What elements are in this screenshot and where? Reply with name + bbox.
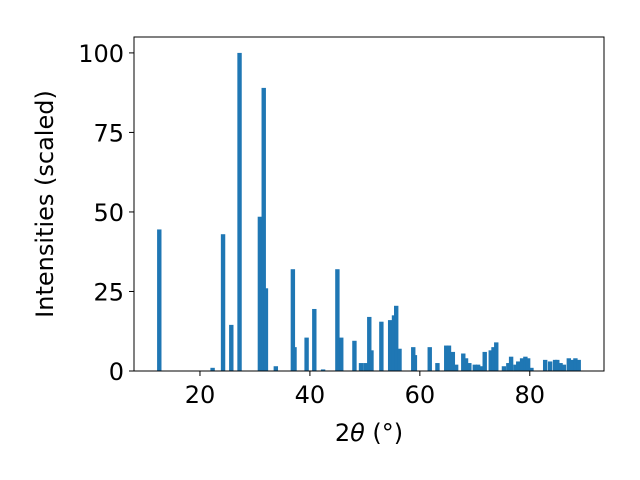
bar (516, 361, 521, 371)
x-tick-label: 40 (295, 381, 326, 409)
bar (290, 269, 296, 371)
bar (387, 320, 393, 371)
bar (472, 364, 478, 371)
bar (263, 288, 269, 371)
bar (335, 269, 340, 371)
bar (435, 363, 440, 371)
bar (558, 363, 563, 371)
bar (573, 358, 578, 371)
bar (261, 87, 266, 372)
bar (304, 337, 309, 371)
bar (339, 337, 344, 371)
bar (463, 358, 469, 371)
bar (453, 364, 459, 371)
bar (525, 358, 531, 371)
plot-frame (133, 36, 605, 372)
bar (444, 345, 449, 371)
bar (369, 350, 374, 371)
x-axis-label-suffix: (°) (365, 419, 403, 447)
bar (461, 353, 466, 371)
x-tick-label: 20 (185, 381, 216, 409)
bars-group (157, 52, 581, 372)
y-axis: 0 25 50 75 100 (78, 40, 134, 386)
bar (501, 366, 507, 371)
x-tick-label: 80 (515, 381, 546, 409)
bar (561, 364, 567, 371)
bar (491, 347, 496, 371)
y-tick-label: 0 (109, 358, 124, 386)
bar (494, 342, 499, 371)
bar (229, 324, 234, 371)
x-axis: 20 40 60 80 (185, 371, 545, 409)
bar (450, 351, 456, 371)
bar (363, 363, 368, 371)
bar (508, 356, 514, 371)
bar (312, 308, 317, 371)
x-tick-label: 60 (405, 381, 436, 409)
bar (479, 366, 485, 371)
bar (257, 216, 263, 371)
bar (237, 52, 242, 372)
y-tick-label: 100 (78, 40, 124, 68)
bar (555, 359, 560, 371)
bar (220, 234, 226, 371)
bar (367, 316, 372, 371)
bar (446, 345, 452, 371)
bar (547, 361, 553, 371)
bar (358, 363, 364, 371)
y-tick-label: 50 (93, 199, 124, 227)
bar (467, 363, 472, 371)
bar (394, 305, 399, 371)
bar (157, 229, 162, 371)
x-axis-label-prefix: 2 (335, 419, 350, 447)
bar (412, 355, 418, 371)
bar (529, 367, 534, 371)
bar (273, 366, 279, 371)
x-axis-label: 2θ (°) (335, 419, 403, 447)
bar (475, 364, 481, 371)
y-tick-label: 25 (93, 278, 124, 306)
y-axis-label: Intensities (scaled) (31, 90, 59, 318)
bar (427, 347, 432, 371)
bar (210, 367, 215, 371)
bar (519, 358, 525, 371)
y-tick-label: 75 (93, 119, 124, 147)
x-axis-label-symbol: θ (350, 419, 365, 447)
bar (513, 364, 518, 371)
bar (566, 358, 572, 371)
bar (397, 348, 402, 371)
bar (506, 363, 511, 371)
bar (569, 359, 574, 371)
bar (352, 340, 357, 371)
bar (576, 359, 581, 371)
bar (320, 369, 326, 371)
bar (482, 351, 487, 371)
bar (542, 359, 548, 371)
bar (379, 321, 384, 371)
bar (292, 347, 297, 371)
bar (488, 350, 493, 371)
bar (523, 356, 528, 371)
